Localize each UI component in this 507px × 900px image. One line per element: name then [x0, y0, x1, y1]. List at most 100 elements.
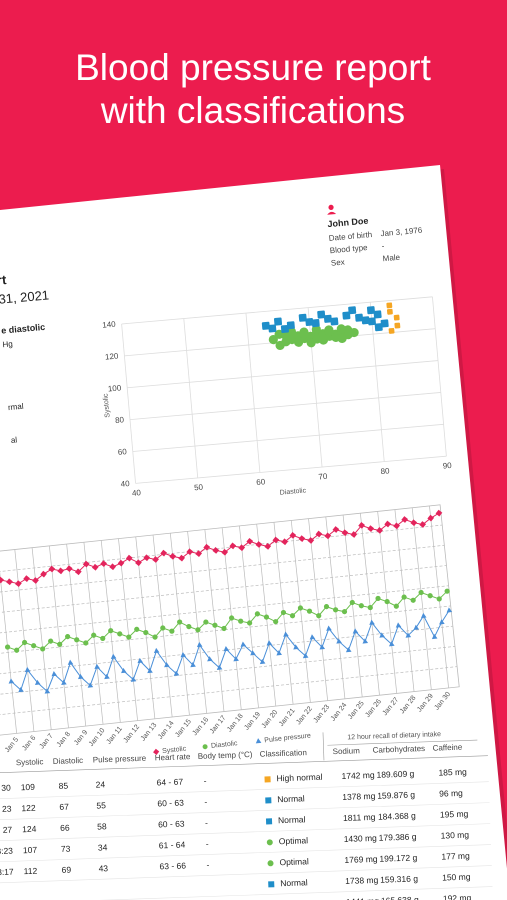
- table-cell: 64 - 67: [156, 777, 183, 788]
- point-marker: [100, 635, 106, 642]
- table-cell: 27: [3, 825, 13, 835]
- legend-marker: [255, 738, 262, 744]
- point-marker: [121, 667, 127, 674]
- point-marker: [297, 605, 304, 611]
- grid-line: [118, 538, 138, 721]
- table-cell: 1441 mg: [346, 896, 380, 900]
- point-marker: [67, 659, 74, 665]
- point-marker: [40, 570, 47, 578]
- scatter-point: [349, 327, 359, 338]
- point-marker: [130, 676, 137, 682]
- point-marker: [195, 627, 201, 633]
- table-cell: 8:17: [0, 867, 14, 878]
- point-marker: [178, 554, 186, 562]
- point-marker: [369, 619, 375, 625]
- column-header: Sodium: [333, 746, 361, 756]
- table-cell: 85: [59, 781, 69, 791]
- point-marker: [376, 527, 384, 534]
- table-cell: High normal: [276, 772, 322, 784]
- legend-label: Pulse pressure: [264, 732, 311, 744]
- point-marker: [6, 578, 13, 586]
- table-cell: Normal: [277, 793, 305, 804]
- point-marker: [61, 679, 67, 685]
- grid-line: [245, 313, 261, 473]
- point-marker: [384, 520, 392, 528]
- point-marker: [195, 550, 203, 557]
- point-marker: [196, 641, 203, 648]
- point-marker: [298, 535, 306, 542]
- table-cell: Normal: [280, 877, 308, 888]
- scatter-point: [280, 324, 289, 334]
- y-axis-label: Systolic: [102, 393, 111, 418]
- grid-line: [183, 318, 199, 478]
- scatter-point: [261, 321, 270, 330]
- table-cell: -: [204, 797, 207, 807]
- table-cell: 159.876 g: [377, 789, 415, 800]
- table-cell: 1742 mg: [341, 770, 375, 781]
- point-marker: [431, 633, 438, 640]
- table-cell: 55: [96, 800, 106, 810]
- point-marker: [446, 607, 453, 613]
- table-cell: 63 - 66: [159, 861, 186, 872]
- plot-frame: [0, 504, 460, 748]
- grid-line: [0, 605, 451, 667]
- table-cell: -: [205, 818, 208, 828]
- table-cell: -: [206, 839, 209, 849]
- grid-line: [0, 666, 458, 727]
- summary-text: e diastolic: [1, 322, 46, 336]
- y-tick-label: 40: [120, 479, 130, 489]
- point-marker: [83, 640, 89, 646]
- table-cell: 34: [98, 842, 108, 852]
- point-marker: [283, 631, 289, 637]
- series-line: [10, 610, 450, 693]
- scatter-point: [286, 327, 297, 337]
- scatter-point: [299, 329, 309, 339]
- point-marker: [254, 611, 260, 617]
- point-marker: [273, 619, 279, 625]
- point-marker: [246, 537, 254, 545]
- point-marker: [57, 641, 63, 647]
- point-marker: [250, 650, 256, 656]
- grid-line: [129, 392, 441, 421]
- column-header: Body temp (°C): [198, 750, 253, 761]
- point-marker: [40, 646, 46, 652]
- point-marker: [410, 519, 418, 527]
- series-line: [7, 590, 448, 651]
- summary-text: al: [11, 435, 18, 445]
- table-cell: -: [206, 860, 209, 870]
- point-marker: [94, 663, 100, 670]
- point-marker: [78, 673, 84, 680]
- table-cell: 1430 mg: [344, 833, 378, 844]
- point-marker: [316, 613, 322, 619]
- table-cell: 107: [23, 845, 38, 855]
- point-marker: [160, 625, 166, 631]
- point-marker: [379, 632, 385, 638]
- point-marker: [169, 628, 175, 634]
- classification-icon: [268, 881, 275, 888]
- column-header: Heart rate: [155, 752, 191, 762]
- table-cell: 61 - 64: [159, 840, 186, 851]
- point-marker: [137, 657, 144, 664]
- scatter-point: [361, 316, 370, 325]
- grid-line: [432, 296, 447, 457]
- point-marker: [255, 541, 263, 548]
- classification-icon: [264, 776, 271, 783]
- table-cell: 109: [21, 782, 36, 792]
- table-cell: 67: [59, 802, 69, 812]
- table-cell: 60 - 63: [157, 798, 184, 809]
- point-marker: [436, 596, 442, 602]
- table-cell: 23: [2, 804, 12, 814]
- point-marker: [306, 608, 313, 614]
- column-header: Pulse pressure: [93, 754, 147, 765]
- classification-icon: [266, 839, 273, 846]
- point-marker: [48, 638, 54, 644]
- y-tick-label: 100: [107, 383, 122, 393]
- divider: [0, 755, 488, 774]
- classification-icon: [265, 818, 273, 825]
- point-marker: [395, 622, 402, 628]
- person-icon: [327, 211, 337, 215]
- point-marker: [319, 644, 326, 650]
- column-header: Systolic: [16, 757, 44, 767]
- point-marker: [216, 664, 223, 671]
